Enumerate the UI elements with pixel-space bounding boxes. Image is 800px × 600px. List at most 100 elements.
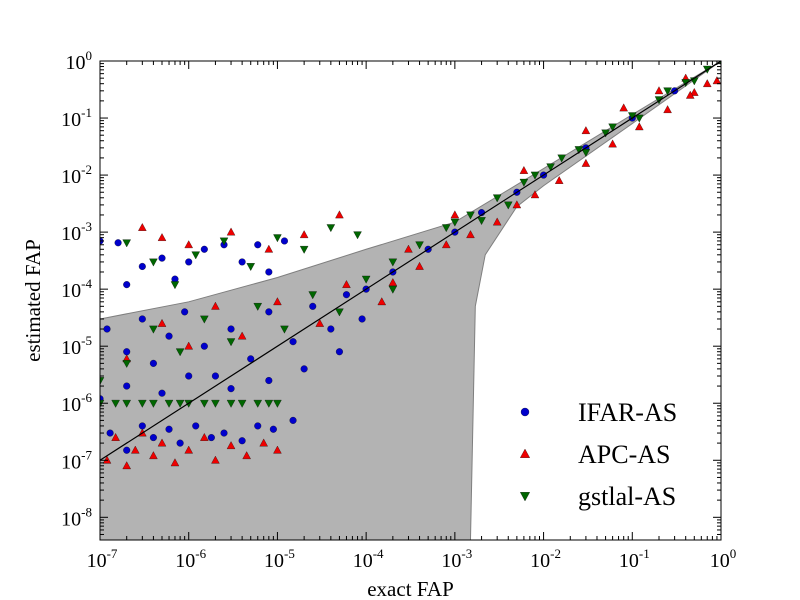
tick-labels-layer: 10-7 10-6 10-5 10-4 10-3 10-2 10-1 100 10-8 10-7 1… (61, 48, 736, 572)
y-tick-label: 10-5 (61, 333, 92, 359)
data-point (377, 297, 387, 306)
data-point (635, 114, 644, 123)
data-point (192, 422, 200, 430)
data-point (654, 86, 664, 95)
data-point (327, 325, 335, 333)
data-point (211, 372, 219, 380)
data-point (138, 223, 147, 231)
data-point (123, 446, 131, 454)
x-tick-label: 10-2 (530, 546, 561, 572)
data-point (149, 359, 157, 367)
data-point (519, 178, 529, 187)
data-point (504, 201, 513, 210)
data-point (157, 318, 167, 327)
data-point (122, 399, 131, 408)
data-point (123, 382, 131, 390)
reference-diagonal-line (99, 60, 722, 461)
data-point (265, 308, 273, 316)
data-point (138, 422, 146, 430)
data-point (581, 126, 591, 134)
data-point (111, 399, 120, 408)
x-tick-label: 10-5 (264, 546, 295, 572)
data-point (184, 445, 193, 454)
data-point (237, 331, 247, 340)
data-point (200, 315, 209, 324)
data-point (149, 325, 158, 334)
legend-item: gstlal-AS (519, 482, 676, 511)
data-point (581, 158, 591, 167)
data-point (335, 348, 343, 356)
data-point (608, 123, 617, 132)
y-tick-label: 10-8 (61, 504, 92, 530)
data-point (200, 245, 208, 253)
legend-item: IFAR-AS (520, 398, 677, 427)
data-point (200, 342, 208, 350)
data-point (246, 263, 255, 271)
data-point (264, 399, 274, 408)
data-point (492, 217, 502, 226)
data-point (123, 281, 131, 289)
data-point (185, 372, 193, 380)
data-point (254, 241, 262, 249)
data-point (170, 458, 180, 467)
data-point (335, 308, 344, 317)
data-point (149, 399, 158, 408)
data-point (557, 154, 566, 163)
data-point (175, 348, 185, 357)
y-tick-label: 10-3 (61, 219, 92, 245)
data-point (388, 258, 398, 267)
data-point (226, 441, 236, 450)
data-point (492, 194, 502, 203)
data-point (554, 176, 564, 184)
data-point (226, 399, 236, 408)
y-tick-label: 10-1 (61, 105, 92, 131)
data-point (265, 268, 273, 276)
data-point (450, 218, 460, 227)
data-point (299, 245, 309, 254)
data-point (122, 461, 131, 470)
data-point (122, 360, 131, 368)
legend-label: APC-AS (578, 440, 670, 469)
data-point (100, 399, 105, 408)
data-point (690, 88, 699, 96)
reference-line-layer (99, 60, 722, 461)
plot-frame (99, 60, 722, 541)
data-point (238, 258, 246, 266)
data-point (164, 399, 174, 408)
series-apc-as (102, 73, 721, 470)
data-point (226, 227, 236, 236)
data-point (342, 291, 350, 299)
data-point (184, 240, 193, 249)
data-point (259, 438, 268, 447)
data-point (254, 422, 262, 430)
data-point (157, 438, 167, 447)
data-point (149, 434, 157, 442)
data-point (149, 451, 158, 460)
data-point (273, 234, 282, 243)
data-point (342, 280, 351, 288)
data-point (211, 301, 220, 310)
data-point (219, 237, 229, 246)
data-point (280, 325, 289, 334)
data-point (299, 230, 309, 239)
data-point (442, 240, 451, 249)
data-point (227, 325, 235, 333)
y-tick-label: 10-4 (61, 276, 92, 302)
data-point (102, 455, 112, 464)
data-point (100, 377, 105, 386)
data-point (361, 275, 371, 284)
data-point (712, 76, 721, 85)
legend-marker (520, 407, 530, 417)
data-point (175, 399, 185, 408)
data-point (466, 211, 475, 220)
data-point (685, 90, 695, 99)
data-point (158, 254, 166, 262)
data-point (211, 399, 220, 408)
data-point (289, 338, 297, 346)
data-point (207, 434, 215, 442)
data-point (450, 210, 460, 219)
data-point (519, 166, 529, 174)
series-gstlal-as (100, 61, 721, 408)
data-point (238, 437, 246, 445)
